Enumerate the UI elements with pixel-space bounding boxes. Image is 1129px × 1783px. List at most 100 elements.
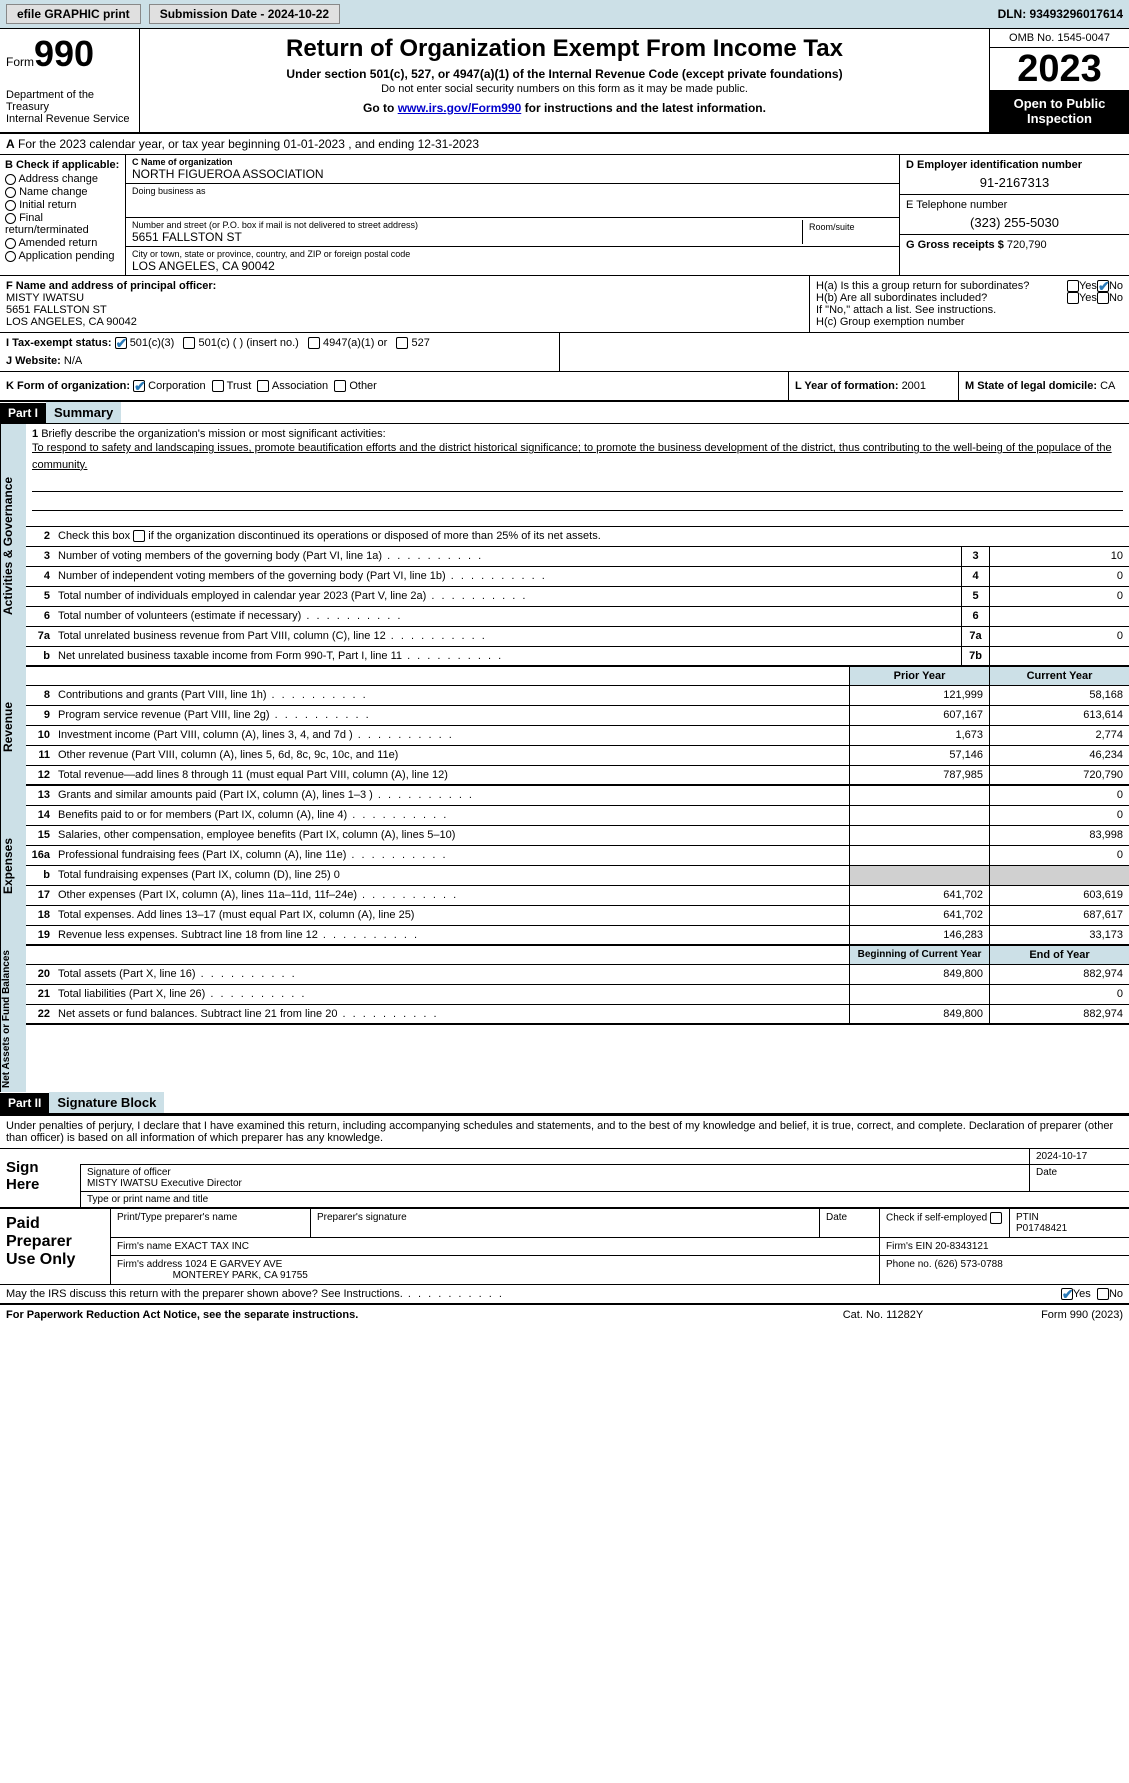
chk-self-employed[interactable] [990, 1212, 1002, 1224]
l21-py [849, 985, 989, 1004]
firm-ein: 20-8343121 [935, 1241, 988, 1252]
l16b-desc: Total fundraising expenses (Part IX, col… [54, 866, 849, 885]
officer-addr1: 5651 FALLSTON ST [6, 304, 803, 316]
city-state-zip: LOS ANGELES, CA 90042 [132, 259, 893, 273]
ptin-val: P01748421 [1016, 1223, 1067, 1234]
l9-cy: 613,614 [989, 706, 1129, 725]
l1-num: 1 [32, 428, 38, 440]
pt-sig-lbl: Preparer's signature [310, 1209, 819, 1237]
l11-cy: 46,234 [989, 746, 1129, 765]
ha-no[interactable] [1097, 280, 1109, 292]
chk-app-pending[interactable] [5, 251, 16, 262]
col-b: B Check if applicable: Address change Na… [0, 155, 126, 275]
prior-year-hdr: Prior Year [849, 667, 989, 685]
chk-initial-return[interactable] [5, 200, 16, 211]
chk-trust[interactable] [212, 380, 224, 392]
col-cd: C Name of organization NORTH FIGUEROA AS… [126, 155, 899, 275]
dba-label: Doing business as [132, 186, 893, 196]
l15-cy: 83,998 [989, 826, 1129, 845]
k-label: K Form of organization: [6, 380, 130, 392]
l8-py: 121,999 [849, 686, 989, 705]
chk-corp[interactable] [133, 380, 145, 392]
hb-yes[interactable] [1067, 292, 1079, 304]
efile-print-button[interactable]: efile GRAPHIC print [6, 4, 141, 24]
l4-val: 0 [989, 567, 1129, 586]
l10-py: 1,673 [849, 726, 989, 745]
l14-py [849, 806, 989, 825]
g-label: G Gross receipts $ [906, 239, 1004, 251]
chk-name-change[interactable] [5, 187, 16, 198]
chk-amended[interactable] [5, 238, 16, 249]
chk-address-change[interactable] [5, 174, 16, 185]
l13-cy: 0 [989, 786, 1129, 805]
tax-year: 2023 [990, 48, 1129, 90]
omb-number: OMB No. 1545-0047 [990, 29, 1129, 48]
chk-assoc[interactable] [257, 380, 269, 392]
l19-desc: Revenue less expenses. Subtract line 18 … [54, 926, 849, 944]
ha-yes[interactable] [1067, 280, 1079, 292]
irs-link[interactable]: www.irs.gov/Form990 [398, 101, 522, 115]
submission-date: Submission Date - 2024-10-22 [149, 4, 340, 24]
j-label: J Website: [6, 355, 64, 367]
discuss-row: May the IRS discuss this return with the… [0, 1285, 1129, 1305]
l12-desc: Total revenue—add lines 8 through 11 (mu… [54, 766, 849, 784]
l16a-py [849, 846, 989, 865]
i-label: I Tax-exempt status: [6, 337, 112, 349]
row-a: A For the 2023 calendar year, or tax yea… [0, 134, 1129, 155]
l17-cy: 603,619 [989, 886, 1129, 905]
l17-py: 641,702 [849, 886, 989, 905]
discuss-yes[interactable] [1061, 1288, 1073, 1300]
chk-527[interactable] [396, 337, 408, 349]
sig-officer-name: MISTY IWATSU Executive Director [87, 1178, 242, 1189]
chk-501c3[interactable] [115, 337, 127, 349]
eoy-hdr: End of Year [989, 946, 1129, 964]
org-name: NORTH FIGUEROA ASSOCIATION [132, 167, 893, 181]
firm-phone: (626) 573-0788 [934, 1259, 1002, 1270]
chk-final-return[interactable] [5, 213, 16, 224]
form-header: Form990 Department of the Treasury Inter… [0, 29, 1129, 134]
a-label: A [6, 137, 15, 151]
chk-4947[interactable] [308, 337, 320, 349]
part1-header: Part ISummary [0, 402, 1129, 424]
hc-label: H(c) Group exemption number [816, 316, 1123, 328]
l14-desc: Benefits paid to or for members (Part IX… [54, 806, 849, 825]
l20-py: 849,800 [849, 965, 989, 984]
side-netassets: Net Assets or Fund Balances [0, 946, 26, 1092]
ptin-lbl: PTIN [1016, 1212, 1039, 1223]
firm-name-lbl: Firm's name [117, 1241, 174, 1252]
subtitle-3: Go to www.irs.gov/Form990 for instructio… [148, 101, 981, 115]
sign-here-row: Sign Here 2024-10-17 Signature of office… [0, 1149, 1129, 1209]
m-label: M State of legal domicile: [965, 380, 1100, 392]
d-label: D Employer identification number [906, 159, 1082, 171]
discuss-no[interactable] [1097, 1288, 1109, 1300]
l-label: L Year of formation: [795, 380, 902, 392]
hb-no[interactable] [1097, 292, 1109, 304]
l22-py: 849,800 [849, 1005, 989, 1023]
room-label: Room/suite [809, 222, 887, 232]
l21-cy: 0 [989, 985, 1129, 1004]
l4-desc: Number of independent voting members of … [54, 567, 961, 586]
chk-501c[interactable] [183, 337, 195, 349]
hb-label: H(b) Are all subordinates included? [816, 292, 1067, 304]
section-expenses: Expenses 13Grants and similar amounts pa… [0, 786, 1129, 946]
l7a-val: 0 [989, 627, 1129, 646]
l22-cy: 882,974 [989, 1005, 1129, 1023]
l5-val: 0 [989, 587, 1129, 606]
part2-tag: Part II [0, 1093, 49, 1113]
year-formation: 2001 [902, 380, 926, 392]
state-domicile: CA [1100, 380, 1115, 392]
l15-py [849, 826, 989, 845]
sig-type-lbl: Type or print name and title [80, 1192, 1129, 1207]
part2-title: Signature Block [49, 1092, 164, 1113]
chk-other[interactable] [334, 380, 346, 392]
klm-row: K Form of organization: Corporation Trus… [0, 372, 1129, 402]
rev-hdr-spacer [26, 667, 849, 685]
a-text: For the 2023 calendar year, or tax year … [18, 137, 479, 151]
chk-discontinued[interactable] [133, 530, 145, 542]
officer-addr2: LOS ANGELES, CA 90042 [6, 316, 803, 328]
side-revenue: Revenue [0, 667, 26, 786]
section-governance: Activities & Governance 1 Briefly descri… [0, 424, 1129, 667]
l19-cy: 33,173 [989, 926, 1129, 944]
l6-val [989, 607, 1129, 626]
l17-desc: Other expenses (Part IX, column (A), lin… [54, 886, 849, 905]
